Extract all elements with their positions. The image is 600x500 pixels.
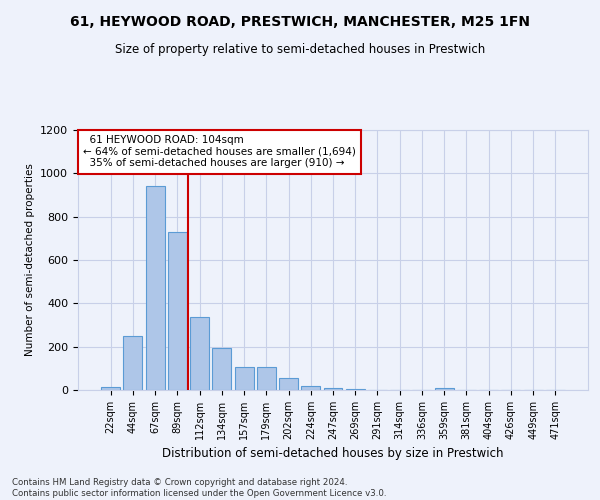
Bar — [168, 232, 187, 390]
Bar — [323, 388, 343, 390]
Bar — [279, 378, 298, 390]
Bar — [124, 336, 142, 390]
Text: Contains HM Land Registry data © Crown copyright and database right 2024.
Contai: Contains HM Land Registry data © Crown c… — [12, 478, 386, 498]
Bar — [435, 388, 454, 390]
Text: 61 HEYWOOD ROAD: 104sqm
← 64% of semi-detached houses are smaller (1,694)
  35% : 61 HEYWOOD ROAD: 104sqm ← 64% of semi-de… — [83, 135, 356, 168]
Bar — [346, 389, 365, 390]
Bar — [301, 386, 320, 390]
Bar — [257, 367, 276, 390]
Bar — [101, 387, 120, 390]
Text: Size of property relative to semi-detached houses in Prestwich: Size of property relative to semi-detach… — [115, 42, 485, 56]
Y-axis label: Number of semi-detached properties: Number of semi-detached properties — [25, 164, 35, 356]
Bar — [235, 367, 254, 390]
Bar — [212, 348, 231, 390]
Text: 61, HEYWOOD ROAD, PRESTWICH, MANCHESTER, M25 1FN: 61, HEYWOOD ROAD, PRESTWICH, MANCHESTER,… — [70, 15, 530, 29]
X-axis label: Distribution of semi-detached houses by size in Prestwich: Distribution of semi-detached houses by … — [162, 448, 504, 460]
Bar — [146, 186, 164, 390]
Bar — [190, 318, 209, 390]
